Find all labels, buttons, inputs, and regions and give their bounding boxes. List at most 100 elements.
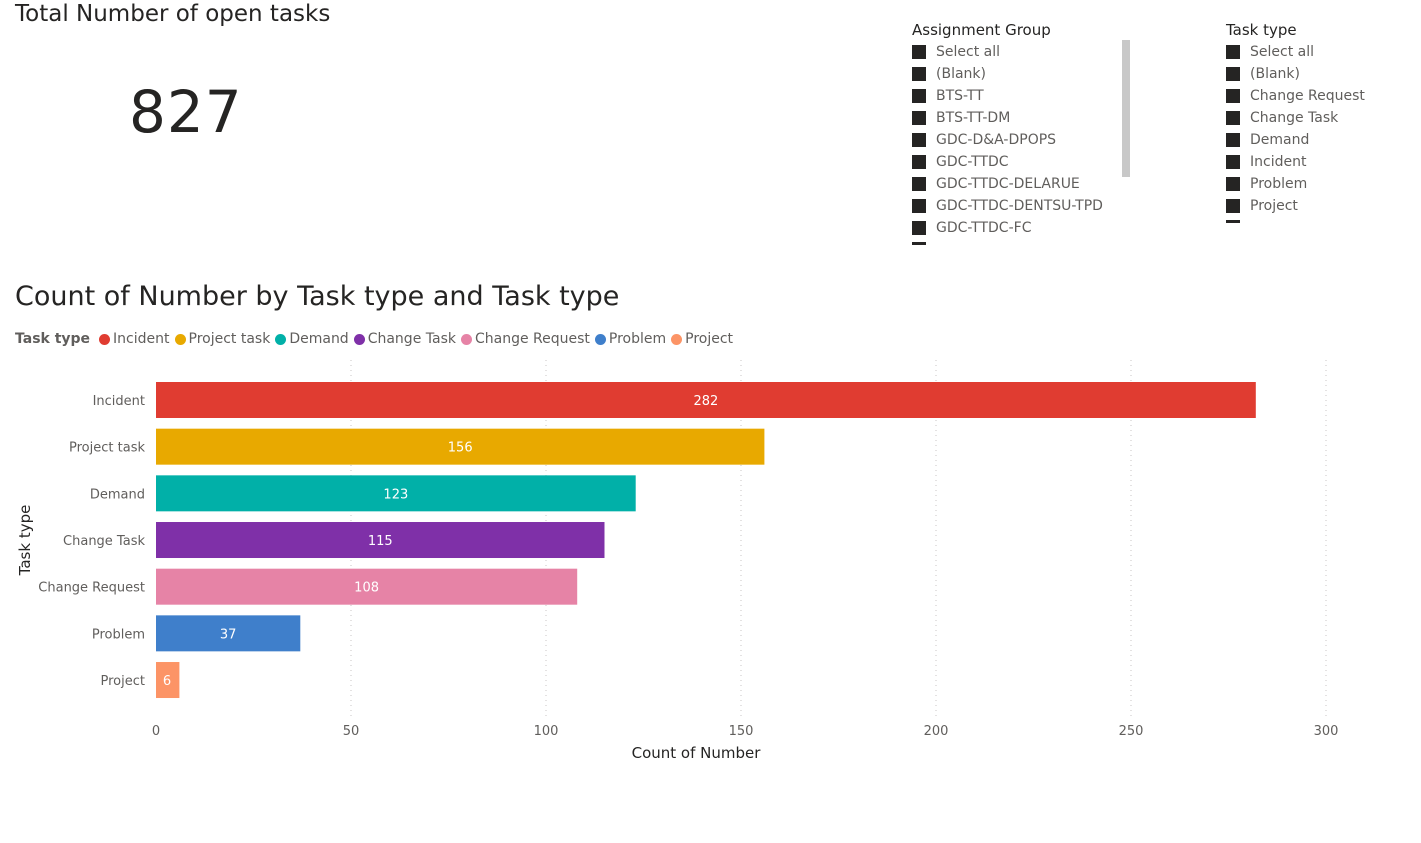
legend-title: Task type — [15, 331, 91, 347]
checkbox-icon[interactable] — [1226, 45, 1240, 59]
bar-value-label: 115 — [368, 534, 393, 549]
task-type-item[interactable]: Demand — [1226, 129, 1406, 151]
checkbox-icon[interactable] — [1226, 67, 1240, 81]
assignment-group-item-label: GDC-D&A-DPOPS — [936, 132, 1057, 148]
legend-dot-icon — [174, 333, 186, 345]
bar-value-label: 37 — [220, 627, 237, 642]
checkbox-icon[interactable] — [1226, 133, 1240, 147]
task-type-item[interactable]: Select all — [1226, 41, 1406, 63]
assignment-group-item[interactable]: GDC-TTDC — [912, 151, 1132, 173]
task-type-slicer: Task type Select all (Blank) Change Reques… — [1226, 19, 1406, 223]
assignment-group-item[interactable]: GDC-D&A-DPOPS — [912, 129, 1132, 151]
legend-item[interactable]: Change Task — [353, 331, 456, 347]
checkbox-icon[interactable] — [1226, 111, 1240, 125]
task-type-item-label: Demand — [1250, 132, 1310, 148]
assignment-group-item-label: GDC-TTDC-FC — [936, 220, 1032, 236]
legend-item[interactable]: Problem — [594, 331, 667, 347]
checkbox-icon[interactable] — [912, 199, 926, 213]
task-type-item[interactable]: Change Task — [1226, 107, 1406, 129]
y-axis-title: Task type — [16, 505, 34, 577]
task-type-item[interactable]: (Blank) — [1226, 63, 1406, 85]
x-tick-label: 300 — [1314, 724, 1339, 739]
bar-value-label: 123 — [383, 487, 408, 502]
bar-chart: 282 156 123 115 108 37 6 Incident Project task D… — [16, 360, 1339, 762]
legend-item[interactable]: Incident — [99, 331, 170, 347]
bar[interactable] — [156, 662, 180, 699]
task-type-item[interactable]: Project — [1226, 195, 1406, 217]
legend-item-label: Demand — [289, 331, 349, 347]
assignment-group-item[interactable]: BTS-TT-DM — [912, 107, 1132, 129]
legend-item[interactable]: Project — [671, 331, 733, 347]
task-type-item-label: (Blank) — [1250, 66, 1300, 82]
x-tick-label: 50 — [343, 724, 360, 739]
assignment-group-item[interactable]: Select all — [912, 41, 1132, 63]
legend-item-label: Incident — [113, 331, 170, 347]
bar-value-label: 6 — [163, 674, 171, 689]
assignment-group-slicer-title: Assignment Group — [912, 21, 1051, 39]
bar-value-label: 282 — [693, 394, 718, 409]
x-tick-label: 150 — [729, 724, 754, 739]
x-tick-label: 250 — [1119, 724, 1144, 739]
checkbox-icon[interactable] — [1226, 155, 1240, 169]
bar[interactable] — [156, 382, 1256, 418]
x-tick-label: 0 — [152, 724, 160, 739]
checkbox-icon[interactable] — [1226, 177, 1240, 191]
bar[interactable] — [156, 475, 636, 512]
checkbox-icon[interactable] — [912, 221, 926, 235]
assignment-group-item-label: GDC-TTDC-DELARUE — [936, 176, 1080, 192]
assignment-group-item[interactable]: (Blank) — [912, 63, 1132, 85]
checkbox-icon[interactable] — [912, 133, 926, 147]
bar[interactable] — [156, 522, 605, 559]
assignment-group-item[interactable]: GDC-TTDC-DENTSU-TPD — [912, 195, 1132, 217]
task-type-item[interactable]: Change Request — [1226, 85, 1406, 107]
legend-item[interactable]: Change Request — [460, 331, 590, 347]
assignment-group-item[interactable]: GDC-TTDC-DELARUE — [912, 173, 1132, 195]
chart-title: Count of Number by Task type and Task ty… — [15, 281, 620, 312]
task-type-item-label: Select all — [1250, 44, 1314, 60]
checkbox-icon[interactable] — [912, 45, 926, 59]
legend-dot-icon — [353, 333, 365, 345]
assignment-group-scrollbar[interactable] — [1122, 40, 1130, 177]
task-type-item-label: Change Task — [1250, 110, 1339, 126]
bar[interactable] — [156, 428, 765, 465]
kpi-title: Total Number of open tasks — [15, 1, 331, 27]
checkbox-icon[interactable] — [912, 111, 926, 125]
task-type-item-label: Change Request — [1250, 88, 1365, 104]
assignment-group-item[interactable]: GDC-TTDC-FC — [912, 217, 1132, 239]
legend-item-label: Project — [685, 331, 734, 347]
checkbox-icon[interactable] — [1226, 89, 1240, 103]
x-tick-label: 100 — [534, 724, 559, 739]
legend-item-label: Change Request — [474, 331, 590, 347]
assignment-group-list[interactable]: Select all (Blank) BTS-TT BTS-TT-DM GDC-D&A-… — [912, 41, 1132, 245]
checkbox-icon[interactable] — [912, 155, 926, 169]
bar-value-label: 108 — [354, 581, 379, 596]
checkbox-icon[interactable] — [912, 177, 926, 191]
x-tick-label: 200 — [924, 724, 949, 739]
y-category-label: Project — [101, 674, 145, 689]
assignment-group-item-label: BTS-TT — [936, 88, 984, 104]
y-category-label: Change Request — [38, 581, 145, 596]
legend-item-label: Problem — [608, 331, 667, 347]
chart-legend: Task type Incident Project task Demand Chan… — [15, 330, 738, 348]
task-type-list[interactable]: Select all (Blank) Change Request Change Ta… — [1226, 41, 1406, 223]
y-category-label: Project task — [69, 441, 145, 456]
legend-item[interactable]: Project task — [174, 331, 270, 347]
bar[interactable] — [156, 568, 578, 605]
y-category-label: Change Task — [63, 534, 145, 549]
assignment-group-slicer: Assignment Group Select all (Blank) BTS-TT… — [912, 19, 1132, 245]
checkbox-icon[interactable] — [912, 89, 926, 103]
partial-list-item — [912, 242, 926, 245]
checkbox-icon[interactable] — [1226, 199, 1240, 213]
y-category-label: Demand — [90, 487, 145, 502]
task-type-item[interactable]: Problem — [1226, 173, 1406, 195]
bar[interactable] — [156, 615, 301, 652]
legend-item-label: Change Task — [367, 331, 456, 347]
kpi-value: 827 — [129, 78, 243, 146]
bar-value-label: 156 — [448, 441, 473, 456]
y-category-label: Incident — [93, 394, 145, 409]
assignment-group-item[interactable]: BTS-TT — [912, 85, 1132, 107]
task-type-item[interactable]: Incident — [1226, 151, 1406, 173]
checkbox-icon[interactable] — [912, 67, 926, 81]
legend-dot-icon — [99, 333, 111, 345]
legend-item[interactable]: Demand — [275, 331, 349, 347]
